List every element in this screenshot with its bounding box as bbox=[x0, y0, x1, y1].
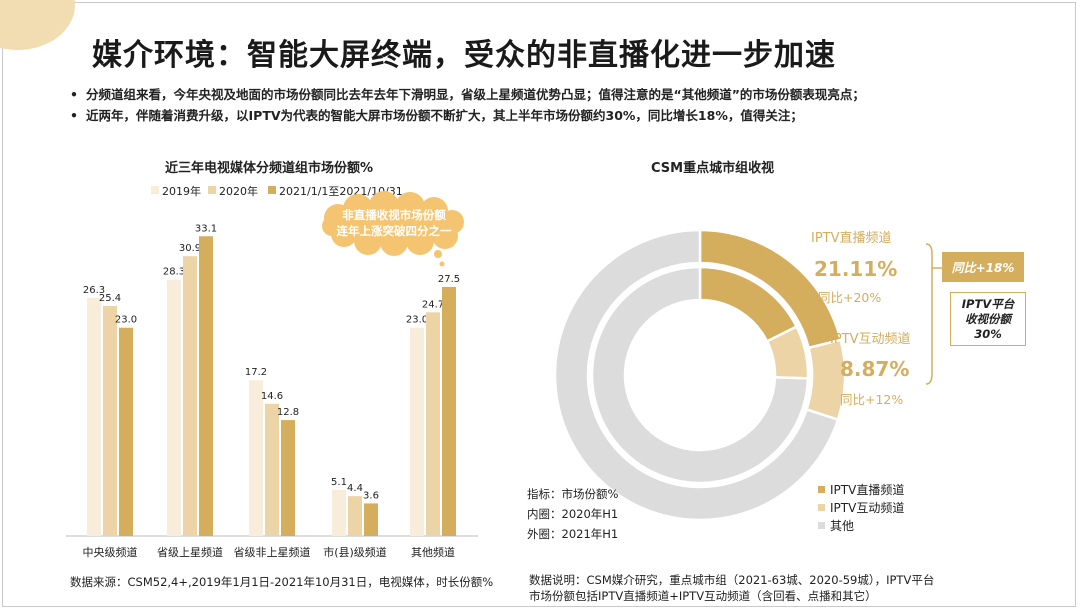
legend-swatch bbox=[818, 504, 825, 511]
legend-swatch bbox=[268, 186, 276, 194]
bar-chart-title: 近三年电视媒体分频道组市场份额% bbox=[165, 161, 374, 176]
bar-data-label: 26.3 bbox=[83, 285, 105, 296]
indicator-line: 指标：市场份额% bbox=[527, 487, 619, 501]
bar bbox=[265, 403, 279, 536]
bar bbox=[249, 380, 263, 536]
bar bbox=[332, 489, 346, 536]
bar bbox=[281, 420, 295, 536]
bar bbox=[87, 297, 101, 536]
x-tick-label: 中央级频道 bbox=[83, 545, 138, 559]
explanation-line: 市场份额包括IPTV直播频道+IPTV互动频道（含回看、点播和其它） bbox=[529, 589, 877, 603]
indicator-notes: 指标：市场份额% 内圈：2020年H1 外圈：2021年H1 bbox=[527, 486, 618, 542]
bar bbox=[167, 279, 181, 536]
slice-value-label: 8.87% bbox=[840, 357, 909, 381]
indicator-line: 外圈：2021年H1 bbox=[527, 527, 619, 541]
bar bbox=[426, 312, 440, 536]
bar-data-label: 17.2 bbox=[245, 367, 267, 378]
cloud-tail-dot bbox=[434, 250, 442, 258]
indicator-line: 内圈：2020年H1 bbox=[527, 507, 619, 521]
cloud-body bbox=[331, 207, 455, 241]
bar bbox=[199, 236, 213, 536]
legend-label: 其他 bbox=[830, 519, 854, 533]
explanation-line: 数据说明：CSM媒介研究，重点城市组（2021-63城、2020-59城），IP… bbox=[529, 573, 935, 587]
outer-ring-slice bbox=[553, 228, 840, 522]
bar bbox=[364, 503, 378, 536]
label-bracket bbox=[925, 243, 933, 385]
bar bbox=[442, 286, 456, 536]
iptv-share-callout-box: IPTV平台 收视份额 30% bbox=[950, 292, 1026, 346]
callout-line: 收视份额 bbox=[965, 311, 1011, 326]
cloud-tail-dot bbox=[439, 261, 445, 267]
x-tick-label: 市(县)级频道 bbox=[323, 545, 387, 559]
bar-data-label: 25.4 bbox=[99, 293, 121, 304]
legend-label: IPTV互动频道 bbox=[830, 501, 904, 515]
data-explanation-note: 数据说明：CSM媒介研究，重点城市组（2021-63城、2020-59城），IP… bbox=[529, 572, 934, 604]
legend-swatch bbox=[151, 186, 159, 194]
inner-ring-slice bbox=[590, 265, 810, 485]
bar-chart: 26.325.4 23.0 中央级频道 28.3 30.9 33.1 省级上星频道 17.2 1… bbox=[66, 184, 478, 559]
callout-line: IPTV平台 bbox=[961, 296, 1015, 311]
bullet-item: 分频道组来看，今年央视及地面的市场份额同比去年去年下滑明显，省级上星频道优势凸显… bbox=[70, 84, 1030, 105]
legend-swatch bbox=[818, 522, 825, 529]
bar-data-label: 3.6 bbox=[363, 490, 379, 501]
page-title: 媒介环境：智能大屏终端，受众的非直播化进一步加速 bbox=[92, 38, 836, 73]
x-tick-label: 其他频道 bbox=[411, 545, 455, 559]
bar-data-label: 24.7 bbox=[422, 299, 444, 310]
bar-data-label: 23.0 bbox=[115, 315, 137, 326]
x-tick-label: 省级上星频道 bbox=[157, 545, 223, 559]
annotation-text: 连年上涨突破四分之一 bbox=[337, 224, 452, 238]
bar-data-label: 4.4 bbox=[347, 483, 363, 494]
slice-value-label: 21.11% bbox=[814, 257, 897, 281]
legend-label: 2019年 bbox=[162, 184, 201, 198]
legend-swatch bbox=[818, 486, 825, 493]
bar-data-label: 30.9 bbox=[179, 243, 201, 254]
donut-chart: IPTV直播频道 21.11% 同比+20% IPTV互动频道 8.87% 同比+12% I… bbox=[553, 228, 942, 533]
bar-data-label: 23.0 bbox=[406, 315, 428, 326]
annotation-text: 非直播收视市场份额 bbox=[342, 208, 446, 222]
bar-data-label: 14.6 bbox=[261, 391, 283, 402]
slice-name-label: IPTV直播频道 bbox=[811, 231, 892, 246]
bar-data-label: 12.8 bbox=[277, 407, 299, 418]
bar-data-label: 28.3 bbox=[163, 267, 185, 278]
bar bbox=[103, 305, 117, 536]
legend-label: 2021/1/1至2021/10/31 bbox=[279, 185, 403, 198]
legend-label: 2020年 bbox=[219, 184, 258, 198]
x-tick-label: 省级非上星频道 bbox=[234, 545, 311, 559]
legend-swatch bbox=[208, 186, 216, 194]
yoy-callout-box: 同比+18% bbox=[942, 252, 1024, 282]
bar bbox=[410, 327, 424, 536]
bar-data-label: 27.5 bbox=[438, 274, 460, 285]
bar bbox=[119, 327, 133, 536]
bar-data-label: 5.1 bbox=[331, 477, 347, 488]
slice-name-label: IPTV互动频道 bbox=[830, 332, 911, 347]
callout-line: 30% bbox=[974, 326, 1002, 341]
bar-data-label: 33.1 bbox=[195, 223, 217, 234]
donut-chart-title: CSM重点城市组收视 bbox=[651, 161, 775, 176]
data-source-note: 数据来源：CSM52,4+,2019年1月1日-2021年10月31日，电视媒体… bbox=[70, 575, 494, 589]
slice-yoy-label: 同比+20% bbox=[818, 290, 881, 305]
bullet-list: 分频道组来看，今年央视及地面的市场份额同比去年去年下滑明显，省级上星频道优势凸显… bbox=[70, 84, 1030, 126]
bar bbox=[348, 496, 362, 536]
bullet-item: 近两年，伴随着消费升级，以IPTV为代表的智能大屏市场份额不断扩大，其上半年市场… bbox=[70, 105, 1030, 126]
bar bbox=[183, 256, 197, 536]
slice-yoy-label: 同比+12% bbox=[840, 392, 903, 407]
legend-label: IPTV直播频道 bbox=[830, 483, 904, 497]
